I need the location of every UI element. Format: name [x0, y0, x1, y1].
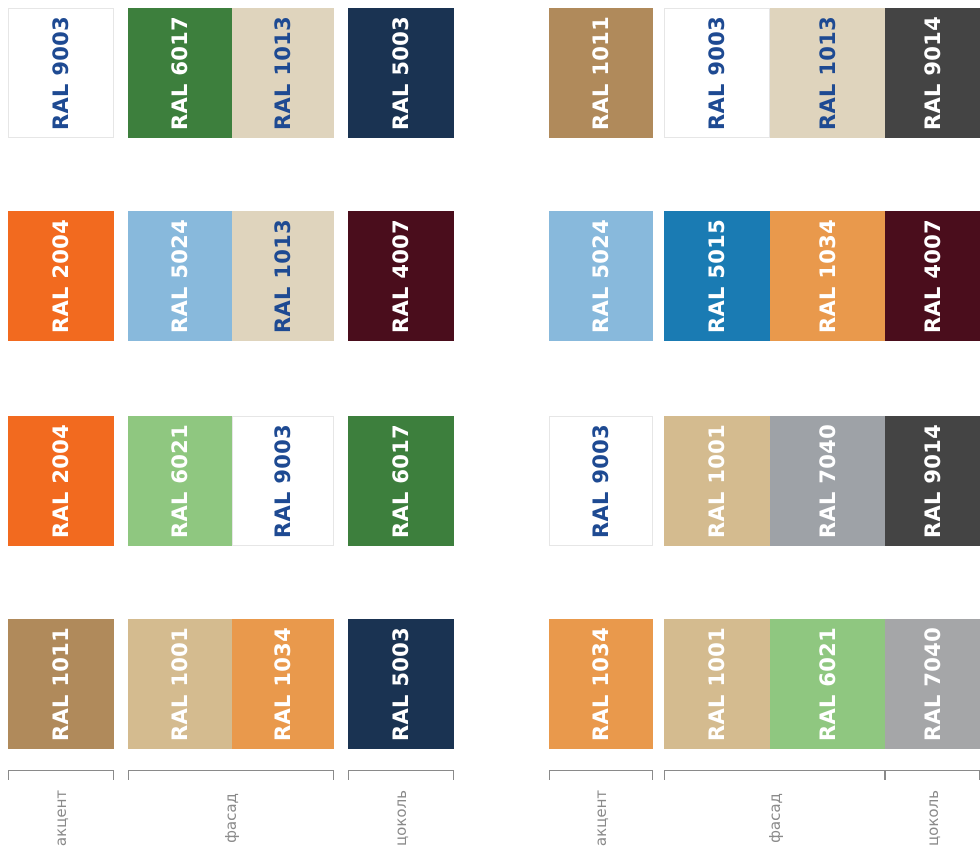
color-swatch: RAL 9003: [549, 416, 653, 546]
group-caption-text: фасад: [765, 792, 784, 843]
swatch-code-label: RAL 4007: [920, 219, 945, 333]
swatch-code-label: RAL 1001: [705, 627, 729, 741]
group-bracket: [348, 770, 454, 780]
swatch-code-label: RAL 6017: [389, 424, 413, 538]
swatch-code-label: RAL 5024: [589, 219, 613, 333]
swatch-code-label: RAL 9014: [920, 424, 945, 538]
group-bracket: [885, 770, 980, 780]
swatch-code-label: RAL 2004: [49, 219, 73, 333]
swatch-code-label: RAL 1013: [271, 16, 295, 130]
group-caption: цоколь: [913, 789, 953, 846]
group-caption-text: фасад: [222, 792, 240, 843]
color-swatch: RAL 6021: [128, 416, 232, 546]
group-caption-text: цоколь: [923, 789, 942, 846]
swatch-row: RAL 1011 RAL 1001 RAL 1034 RAL 5003: [0, 619, 470, 749]
swatch-code-label: RAL 9003: [705, 16, 729, 130]
color-swatch: RAL 7040: [770, 416, 885, 546]
color-swatch: RAL 6021: [770, 619, 885, 749]
group-caption: фасад: [755, 790, 795, 845]
swatch-code-label: RAL 1011: [589, 16, 613, 130]
swatch-row: RAL 1034 RAL 1001 RAL 6021 RAL 7040: [540, 619, 980, 749]
color-swatch: RAL 9003: [664, 8, 770, 138]
color-swatch: RAL 9014: [885, 416, 980, 546]
color-swatch: RAL 9014: [885, 8, 980, 138]
group-bracket: [8, 770, 114, 780]
swatch-code-label: RAL 1034: [589, 627, 613, 741]
right-palette-panel: RAL 1011 RAL 9003 RAL 1013 RAL 9014 RAL 5024…: [540, 0, 980, 847]
color-swatch: RAL 4007: [885, 211, 980, 341]
color-swatch: RAL 5003: [348, 8, 454, 138]
group-caption: акцент: [581, 789, 621, 846]
group-caption-text: акцент: [52, 789, 70, 846]
swatch-code-label: RAL 9003: [271, 424, 295, 538]
color-swatch: RAL 1034: [549, 619, 653, 749]
swatch-code-label: RAL 5015: [705, 219, 729, 333]
color-swatch: RAL 2004: [8, 416, 114, 546]
group-caption: акцент: [41, 789, 81, 846]
swatch-code-label: RAL 7040: [815, 424, 840, 538]
color-swatch: RAL 1013: [232, 8, 334, 138]
color-swatch: RAL 6017: [128, 8, 232, 138]
group-bracket: [128, 770, 334, 780]
color-swatch: RAL 1001: [664, 619, 770, 749]
swatch-code-label: RAL 1013: [271, 219, 295, 333]
swatch-code-label: RAL 5003: [389, 16, 413, 130]
color-swatch: RAL 1013: [232, 211, 334, 341]
swatch-code-label: RAL 6021: [168, 424, 192, 538]
color-swatch: RAL 5015: [664, 211, 770, 341]
swatch-code-label: RAL 2004: [49, 424, 73, 538]
color-swatch: RAL 9003: [232, 416, 334, 546]
swatch-code-label: RAL 5024: [168, 219, 192, 333]
left-palette-panel: RAL 9003 RAL 6017 RAL 1013 RAL 5003 RAL 2004…: [0, 0, 470, 847]
swatch-code-label: RAL 9003: [49, 16, 73, 130]
swatch-code-label: RAL 6017: [168, 16, 192, 130]
swatch-row: RAL 9003 RAL 6017 RAL 1013 RAL 5003: [0, 8, 470, 138]
color-swatch: RAL 1001: [664, 416, 770, 546]
color-swatch: RAL 1011: [8, 619, 114, 749]
swatch-row: RAL 2004 RAL 6021 RAL 9003 RAL 6017: [0, 416, 470, 546]
swatch-code-label: RAL 7040: [920, 627, 945, 741]
color-swatch: RAL 1034: [232, 619, 334, 749]
swatch-row: RAL 9003 RAL 1001 RAL 7040 RAL 9014: [540, 416, 980, 546]
color-swatch: RAL 1034: [770, 211, 885, 341]
swatch-code-label: RAL 1013: [815, 16, 840, 130]
color-swatch: RAL 9003: [8, 8, 114, 138]
group-caption: цоколь: [381, 789, 421, 846]
group-bracket: [664, 770, 885, 780]
color-swatch: RAL 5024: [128, 211, 232, 341]
color-swatch: RAL 5024: [549, 211, 653, 341]
swatch-code-label: RAL 9014: [920, 16, 945, 130]
swatch-code-label: RAL 1001: [168, 627, 192, 741]
color-swatch: RAL 5003: [348, 619, 454, 749]
swatch-code-label: RAL 1001: [705, 424, 729, 538]
color-swatch: RAL 1013: [770, 8, 885, 138]
color-swatch: RAL 7040: [885, 619, 980, 749]
swatch-code-label: RAL 9003: [589, 424, 613, 538]
swatch-code-label: RAL 1034: [271, 627, 295, 741]
swatch-code-label: RAL 1011: [49, 627, 73, 741]
swatch-row: RAL 1011 RAL 9003 RAL 1013 RAL 9014: [540, 8, 980, 138]
color-swatch: RAL 4007: [348, 211, 454, 341]
swatch-code-label: RAL 6021: [815, 627, 840, 741]
color-swatch: RAL 6017: [348, 416, 454, 546]
swatch-code-label: RAL 5003: [389, 627, 413, 741]
group-bracket: [549, 770, 653, 780]
swatch-code-label: RAL 4007: [389, 219, 413, 333]
color-swatch: RAL 2004: [8, 211, 114, 341]
group-caption-text: цоколь: [392, 789, 410, 846]
swatch-row: RAL 2004 RAL 5024 RAL 1013 RAL 4007: [0, 211, 470, 341]
color-swatch: RAL 1001: [128, 619, 232, 749]
group-caption: фасад: [211, 790, 251, 845]
group-caption-text: акцент: [592, 789, 610, 846]
color-swatch: RAL 1011: [549, 8, 653, 138]
swatch-row: RAL 5024 RAL 5015 RAL 1034 RAL 4007: [540, 211, 980, 341]
swatch-code-label: RAL 1034: [815, 219, 840, 333]
